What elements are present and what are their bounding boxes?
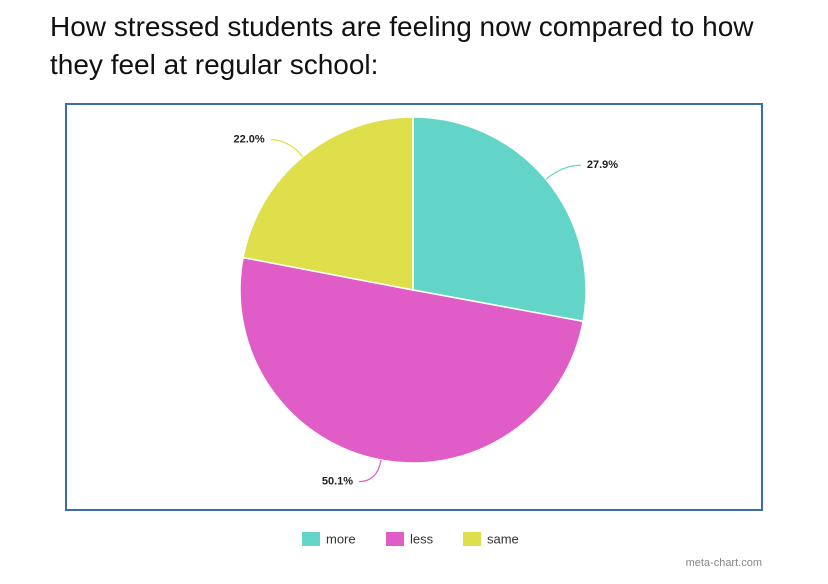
legend-label: same xyxy=(487,531,519,546)
watermark: meta-chart.com xyxy=(686,557,762,569)
legend-swatch xyxy=(463,532,481,546)
leader-line xyxy=(270,139,304,158)
legend-label: more xyxy=(326,531,356,546)
data-label: 27.9% xyxy=(587,159,618,171)
legend-swatch xyxy=(302,532,320,546)
leader-line xyxy=(545,164,581,180)
leader-line xyxy=(359,459,382,483)
legend-label: less xyxy=(410,531,434,546)
data-label: 50.1% xyxy=(322,476,353,488)
chart-title: How stressed students are feeling now co… xyxy=(50,11,754,80)
legend-swatch xyxy=(386,532,404,546)
data-label: 22.0% xyxy=(233,134,264,146)
pie-slice xyxy=(239,256,585,464)
